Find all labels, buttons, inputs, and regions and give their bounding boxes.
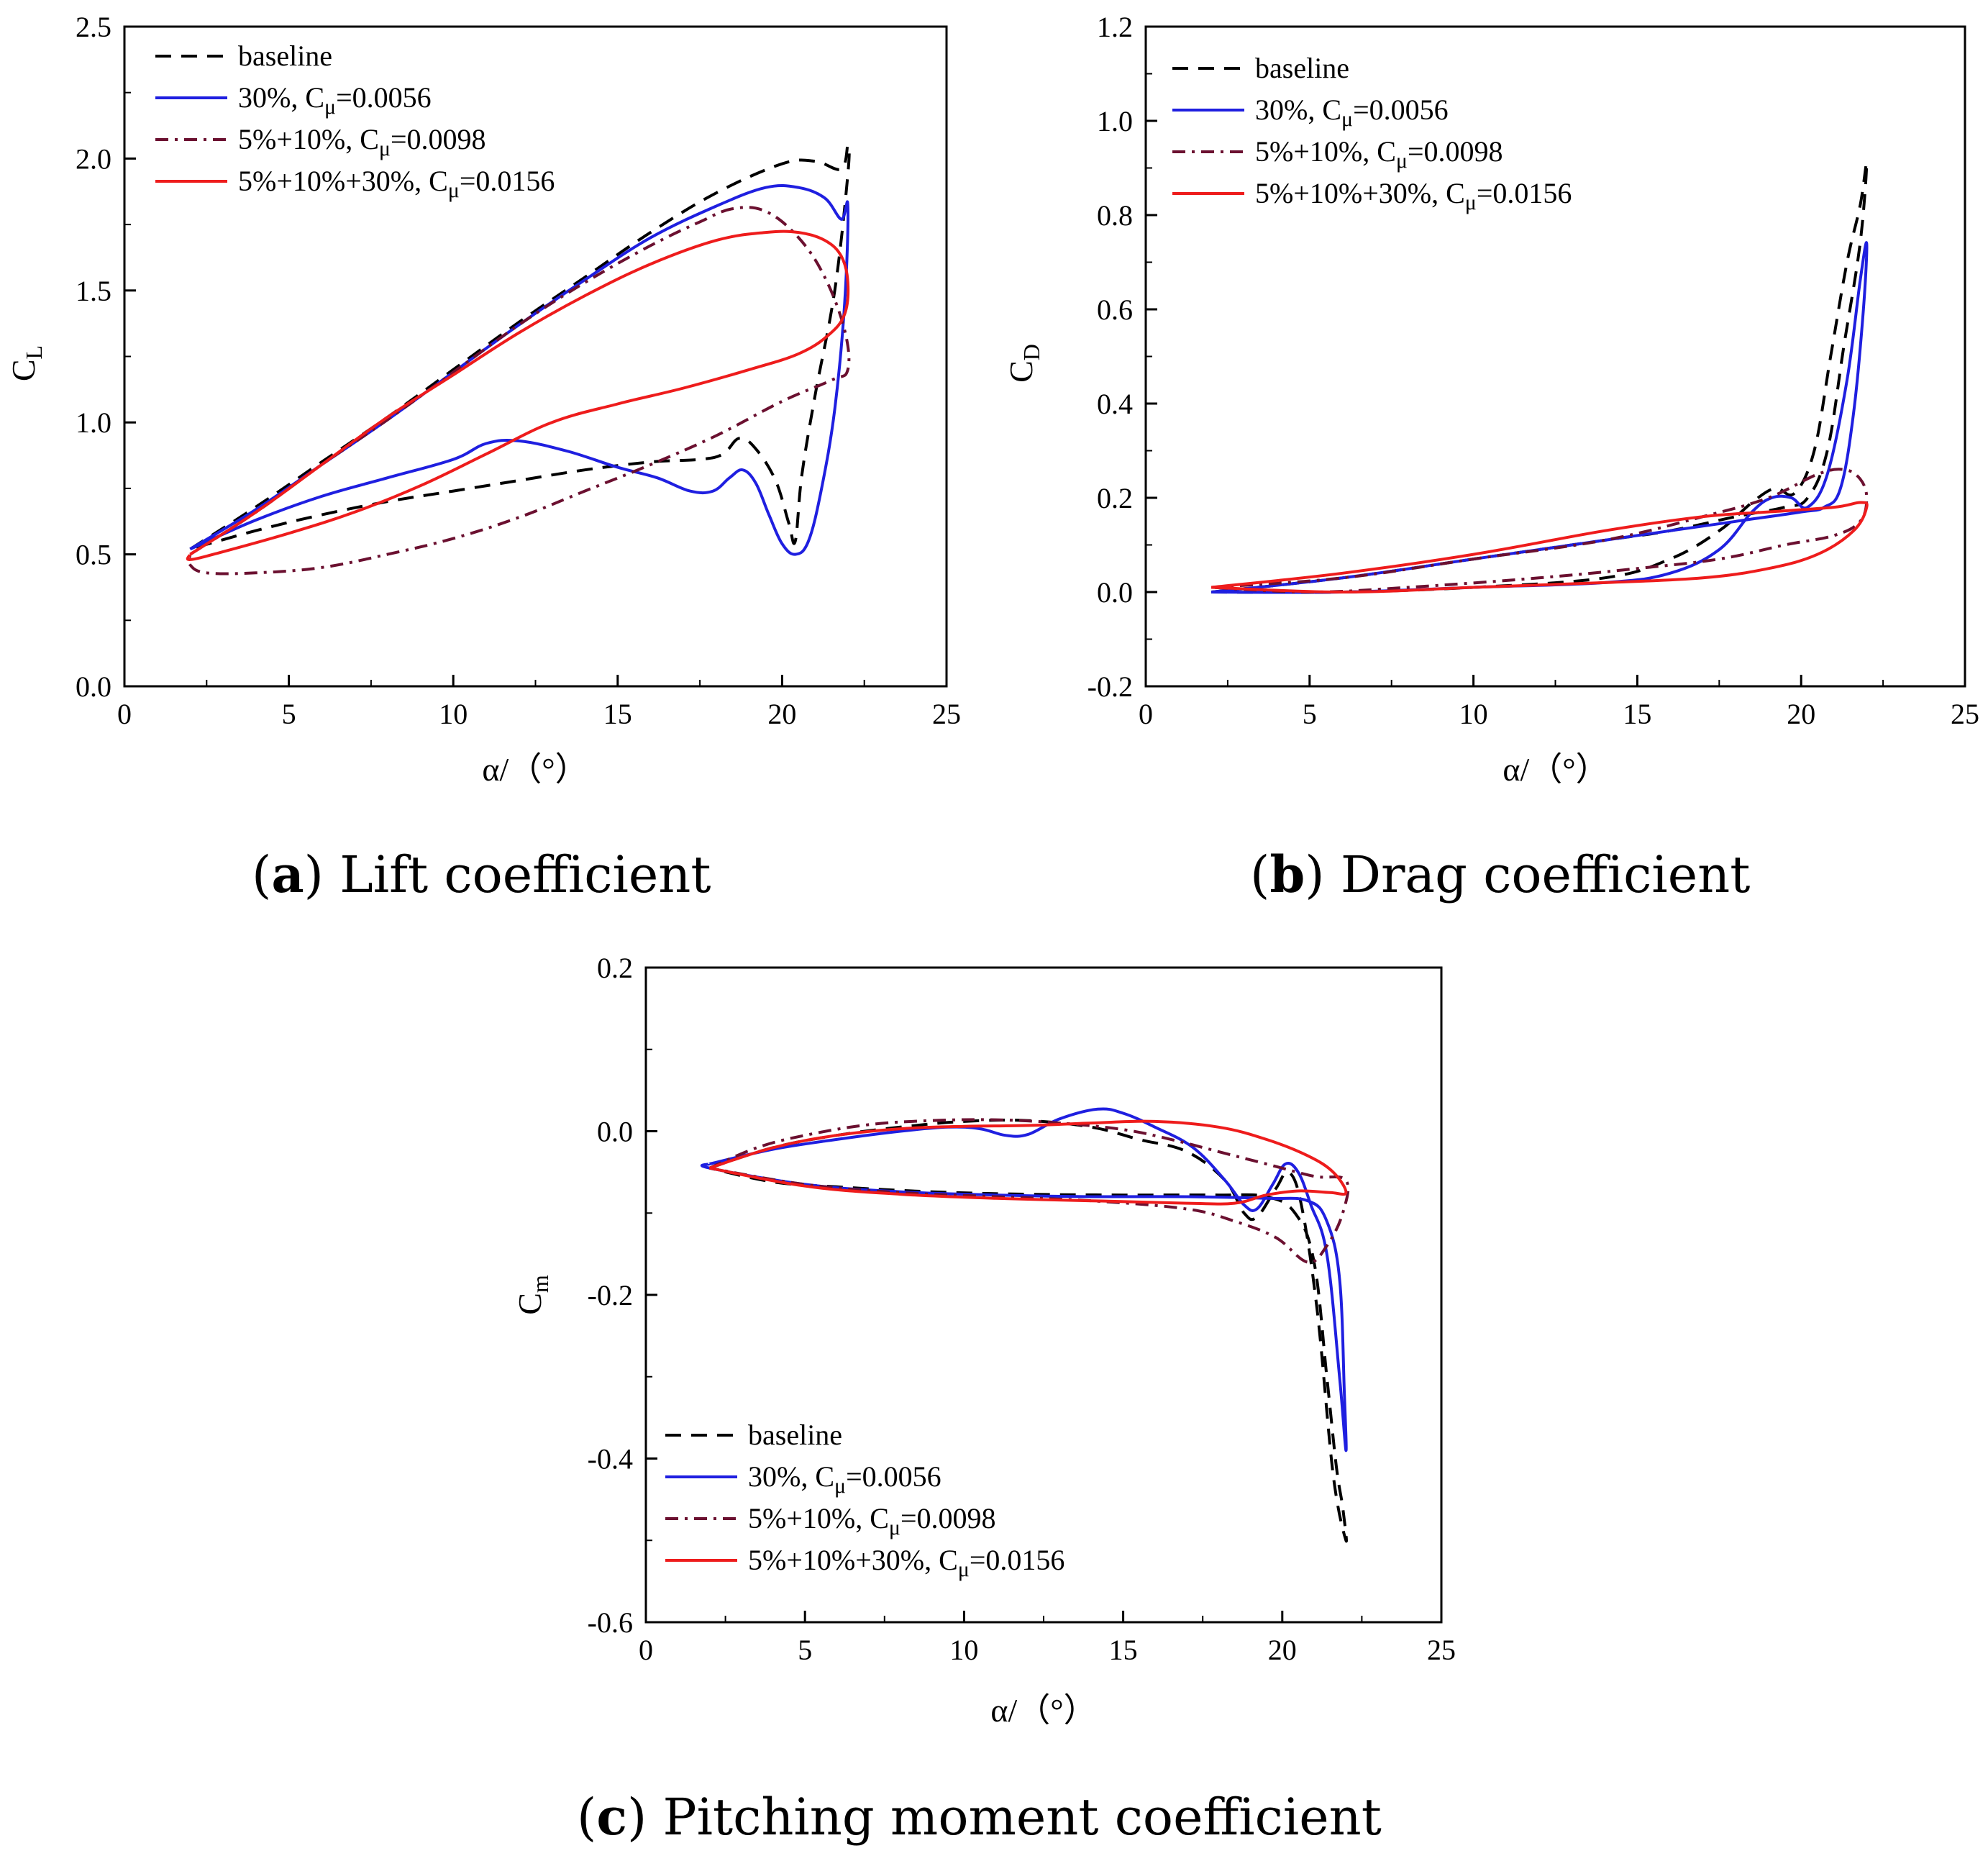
drag-legend-label-s510: 5%+10%, Cμ=0.0098 [1255,135,1503,173]
drag-y-tick-label: 1.2 [1097,11,1133,43]
moment-y-tick-label: 0.2 [597,952,633,984]
drag-axis-ticks: 0 5 10 15 20 25 -0.2 0.0 0.2 0.4 0.6 0.8 1.0 1.2 [1088,11,1979,730]
lift-legend: baseline 30%, Cμ=0.0056 5%+10%, Cμ=0.0098 5… [155,40,555,202]
lift-x-tick-label: 0 [117,698,132,730]
caption-a: (a) Lift coefficient [252,845,711,904]
lift-legend-label-baseline: baseline [238,40,332,72]
drag-chart: 0 5 10 15 20 25 -0.2 0.0 0.2 0.4 0.6 0.8 1.0 1.2 α/（°… [1003,11,1979,788]
drag-legend: baseline 30%, Cμ=0.0056 5%+10%, Cμ=0.0098 5… [1172,52,1572,214]
drag-legend-label-baseline: baseline [1255,52,1349,84]
moment-curves [700,1107,1350,1543]
drag-series-baseline [1210,160,1869,594]
moment-series-s51030 [708,1119,1348,1206]
drag-y-tick-label: 0.8 [1097,199,1133,232]
lift-legend-label-s30: 30%, Cμ=0.0056 [238,81,432,119]
drag-y-tick-label: 0.4 [1097,388,1133,420]
lift-y-tick-label: 1.0 [76,406,111,439]
moment-y-tick-label: -0.4 [588,1443,633,1475]
lift-axis-ticks: 0 5 10 15 20 25 0.0 0.5 1.0 1.5 2.0 2.5 [76,11,961,730]
lift-x-tick-label: 25 [932,698,961,730]
drag-x-tick-label: 20 [1787,698,1815,730]
moment-chart: 0 5 10 15 20 25 -0.6 -0.4 -0.2 0.0 0.2 α/（°） Cm ba… [511,952,1456,1729]
drag-y-tick-label: 0.6 [1097,294,1133,326]
lift-y-tick-label: 2.5 [76,11,111,43]
drag-curves [1210,160,1869,594]
drag-x-tick-label: 5 [1303,698,1317,730]
moment-series-s510 [708,1118,1350,1264]
lift-series-baseline [189,144,851,551]
drag-y-axis-label: CD [1003,344,1044,383]
drag-legend-label-s51030: 5%+10%+30%, Cμ=0.0156 [1255,177,1572,214]
lift-chart: 0 5 10 15 20 25 0.0 0.5 1.0 1.5 2.0 2.5 α/（°） CL ba… [5,11,961,788]
moment-legend-label-s30: 30%, Cμ=0.0056 [748,1460,941,1498]
lift-series-s51030 [186,229,850,561]
lift-y-tick-label: 1.5 [76,275,111,307]
drag-y-tick-label: -0.2 [1088,670,1133,703]
drag-legend-label-s30: 30%, Cμ=0.0056 [1255,94,1449,131]
moment-legend-label-s51030: 5%+10%+30%, Cμ=0.0156 [748,1544,1064,1581]
lift-legend-label-s51030: 5%+10%+30%, Cμ=0.0156 [238,165,555,202]
drag-x-tick-label: 10 [1459,698,1488,730]
moment-x-tick-label: 5 [798,1634,812,1666]
lift-x-tick-label: 20 [767,698,796,730]
caption-b: (b) Drag coefficient [1250,845,1750,904]
moment-legend-label-s510: 5%+10%, Cμ=0.0098 [748,1502,996,1539]
lift-y-tick-label: 0.0 [76,670,111,703]
drag-series-s510 [1210,468,1869,593]
drag-y-tick-label: 0.2 [1097,482,1133,514]
moment-series-s30 [700,1107,1348,1452]
moment-x-tick-label: 20 [1268,1634,1297,1666]
lift-curves [186,144,851,576]
moment-legend-label-baseline: baseline [748,1419,842,1451]
lift-x-tick-label: 15 [603,698,632,730]
moment-y-tick-label: -0.6 [588,1606,633,1639]
lift-legend-label-s510: 5%+10%, Cμ=0.0098 [238,123,486,160]
moment-x-axis-label: α/（°） [990,1692,1096,1729]
lift-x-tick-label: 10 [439,698,468,730]
lift-y-tick-label: 2.0 [76,142,111,175]
moment-axis-ticks: 0 5 10 15 20 25 -0.6 -0.4 -0.2 0.0 0.2 [588,952,1456,1666]
drag-y-tick-label: 0.0 [1097,576,1133,609]
lift-y-axis-label: CL [5,345,47,381]
drag-series-s30 [1210,241,1869,594]
moment-x-tick-label: 10 [949,1634,978,1666]
moment-x-tick-label: 25 [1427,1634,1456,1666]
drag-x-tick-label: 15 [1623,698,1651,730]
moment-y-tick-label: 0.0 [597,1116,633,1148]
moment-legend: baseline 30%, Cμ=0.0056 5%+10%, Cμ=0.0098 5… [665,1419,1064,1581]
caption-c: (c) Pitching moment coefficient [577,1787,1382,1847]
lift-y-tick-label: 0.5 [76,539,111,571]
drag-x-tick-label: 0 [1139,698,1153,730]
drag-series-s51030 [1210,501,1869,593]
moment-y-axis-label: Cm [511,1275,553,1315]
lift-series-s510 [187,206,851,576]
drag-x-tick-label: 25 [1951,698,1979,730]
lift-x-axis-label: α/（°） [482,751,588,788]
moment-x-tick-label: 15 [1109,1634,1138,1666]
drag-x-axis-label: α/（°） [1503,751,1608,788]
drag-y-tick-label: 1.0 [1097,105,1133,137]
moment-y-tick-label: -0.2 [588,1279,633,1311]
moment-x-tick-label: 0 [639,1634,653,1666]
lift-x-tick-label: 5 [282,698,296,730]
